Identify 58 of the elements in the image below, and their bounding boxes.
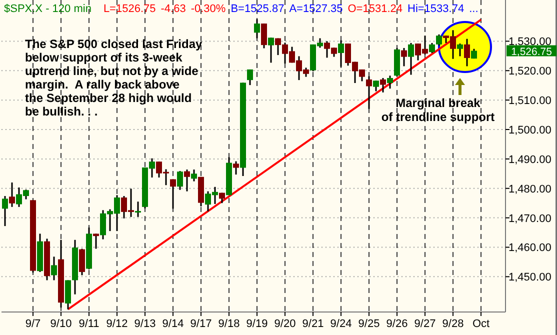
candlestick [429,42,435,54]
y-tick-label: 1,470.00 [508,212,552,225]
text: 1,526.75 [511,46,552,58]
y-tick-label: 1,510.00 [508,95,552,108]
x-tick-label: 9/11 [78,318,100,330]
candlestick [387,74,393,90]
annotation: The S&P 500 closed last Friday below support of its 3-week uptrend line, but not by a wide margin. A rally back above the September 28 high would be bullish. . . [25,37,203,118]
x-tick-label: 9/26 [386,318,408,330]
x-tick-label: 9/25 [358,318,380,330]
y-tick-label: 1,480.00 [508,183,552,196]
x-tick-label: 9/19 [246,318,268,330]
candlestick [380,77,386,94]
y-tick-label: 1,490.00 [508,154,552,166]
x-tick-label: 9/12 [106,318,128,330]
chart-title: $SPX.X - 120 min [4,3,92,15]
candlestick [261,22,267,50]
candlestick [2,195,8,227]
y-tick-label: 1,530.00 [508,36,552,48]
x-tick-label: 9/20 [274,318,296,330]
candlestick [464,38,470,67]
candlestick [135,200,141,218]
candlestick [191,168,197,182]
candlestick [401,47,407,67]
candlestick [436,34,442,46]
x-tick-label: 9/14 [162,318,184,330]
y-tick-label: 1,460.00 [508,242,552,254]
candlestick [9,182,15,208]
x-tick-label: 9/13 [134,318,156,330]
candlestick [254,18,260,40]
x-tick-label: 9/27 [414,318,436,330]
candlestick [247,68,253,86]
candlestick [79,248,85,276]
candlestick [373,80,379,92]
x-tick-label: 9/18 [218,318,240,330]
annotation: Marginal break of trendline support [381,96,495,124]
candlestick [366,75,372,110]
candlestick [457,42,463,57]
x-tick-label: 9/24 [330,318,352,330]
candlestick [170,178,176,210]
y-tick-label: 1,500.00 [508,124,552,137]
chart-subtitle: L=1526.75 -4.63 -0.30% B=1525.87 A=1527.35 O=1531.24 Hi=1533.74 ... [103,3,478,15]
y-tick-label: 1,450.00 [508,272,552,284]
candlestick [51,256,57,281]
x-tick-label: 9/7 [25,318,41,330]
candlestick [233,160,239,176]
x-tick-label: Oct [472,318,490,330]
candlestick [93,232,99,250]
x-tick-label: 9/17 [190,318,212,330]
x-tick-label: 9/21 [302,318,324,330]
candlestick [177,170,183,191]
candlestick [65,279,71,310]
candlestick [268,36,274,64]
candlestick [408,42,414,76]
candlestick [338,40,344,68]
x-tick-label: 9/10 [50,318,72,330]
candlestick [184,168,190,192]
x-tick-label: 9/28 [442,318,464,330]
y-tick-label: 1,520.00 [508,66,552,78]
